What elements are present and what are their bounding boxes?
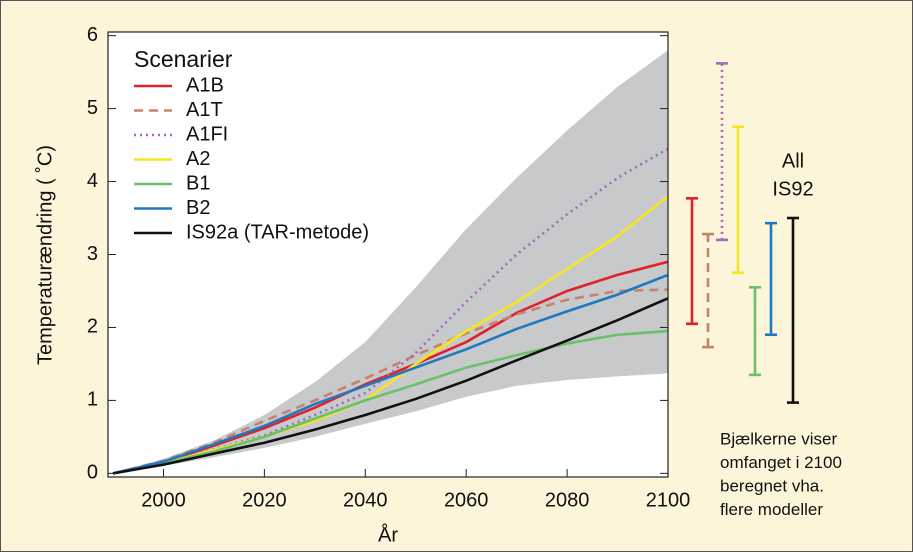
y-tick-label: 5	[87, 97, 98, 119]
series-line	[112, 273, 669, 475]
legend-label: A1T	[186, 99, 223, 121]
legend-label: B2	[186, 197, 210, 219]
range-label: IS92	[772, 178, 813, 200]
y-tick-label: 1	[87, 389, 98, 411]
x-tick-label: 2020	[242, 489, 287, 511]
legend-label: A1B	[186, 74, 224, 96]
x-axis-label: År	[378, 523, 398, 546]
x-tick-label: 2080	[545, 489, 590, 511]
note: omfanget i 2100	[720, 453, 842, 472]
x-tick-label: 2040	[343, 489, 388, 511]
legend-label: IS92a (TAR-metode)	[186, 221, 369, 243]
legend-label: A1FI	[186, 123, 228, 145]
legend-title: Scenarier	[134, 46, 233, 72]
range-label: All	[782, 150, 804, 172]
series-line	[112, 297, 669, 475]
y-axis-label: Temperaturændring ( ˚C)	[34, 145, 56, 365]
y-tick-label: 3	[87, 243, 98, 265]
y-tick-label: 4	[87, 170, 98, 192]
x-tick-label: 2060	[444, 489, 489, 511]
x-tick-label: 2100	[646, 489, 691, 511]
series-line	[112, 329, 669, 475]
legend-label: B1	[186, 172, 210, 194]
y-tick-label: 0	[87, 462, 98, 484]
note: flere modeller	[720, 500, 823, 519]
note: beregnet vha.	[720, 476, 824, 495]
y-tick-label: 2	[87, 316, 98, 338]
plot	[112, 50, 669, 475]
legend-label: A2	[186, 148, 210, 170]
note: Bjælkerne viser	[720, 429, 837, 448]
envelope-area	[113, 50, 668, 474]
y-tick-label: 6	[87, 24, 98, 46]
x-tick-label: 2000	[141, 489, 186, 511]
